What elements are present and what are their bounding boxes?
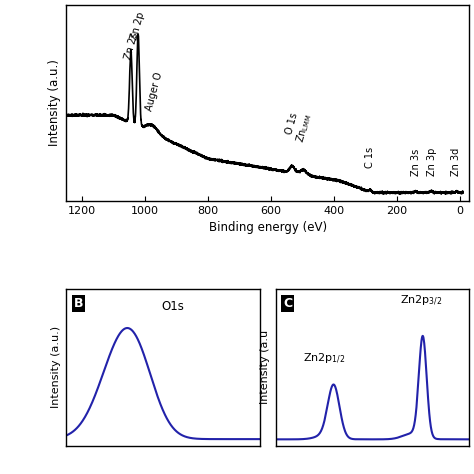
Text: Zn2p$_{1/2}$: Zn2p$_{1/2}$ (303, 352, 345, 365)
Text: Zn 2s: Zn 2s (123, 31, 139, 60)
X-axis label: Binding energy (eV): Binding energy (eV) (209, 221, 327, 234)
Y-axis label: Intensity (a.u.): Intensity (a.u.) (48, 59, 61, 146)
Text: Zn 3s: Zn 3s (411, 149, 421, 176)
Text: B: B (74, 297, 83, 310)
Text: O 1s: O 1s (284, 111, 300, 136)
Text: O1s: O1s (162, 300, 184, 313)
Text: Zn2p$_{3/2}$: Zn2p$_{3/2}$ (400, 293, 442, 308)
Text: C: C (283, 297, 292, 310)
Text: Auger O: Auger O (144, 72, 164, 112)
Text: Zn 3d: Zn 3d (451, 148, 461, 176)
Y-axis label: Intensity (a.u: Intensity (a.u (260, 330, 270, 404)
Text: Zn$_\mathrm{LMM}$: Zn$_\mathrm{LMM}$ (293, 111, 314, 144)
Text: C 1s: C 1s (365, 147, 375, 168)
Y-axis label: Intensity (a.u.): Intensity (a.u.) (51, 326, 61, 408)
Text: Zn 3p: Zn 3p (427, 148, 437, 176)
Text: Zn 2p: Zn 2p (129, 10, 146, 41)
